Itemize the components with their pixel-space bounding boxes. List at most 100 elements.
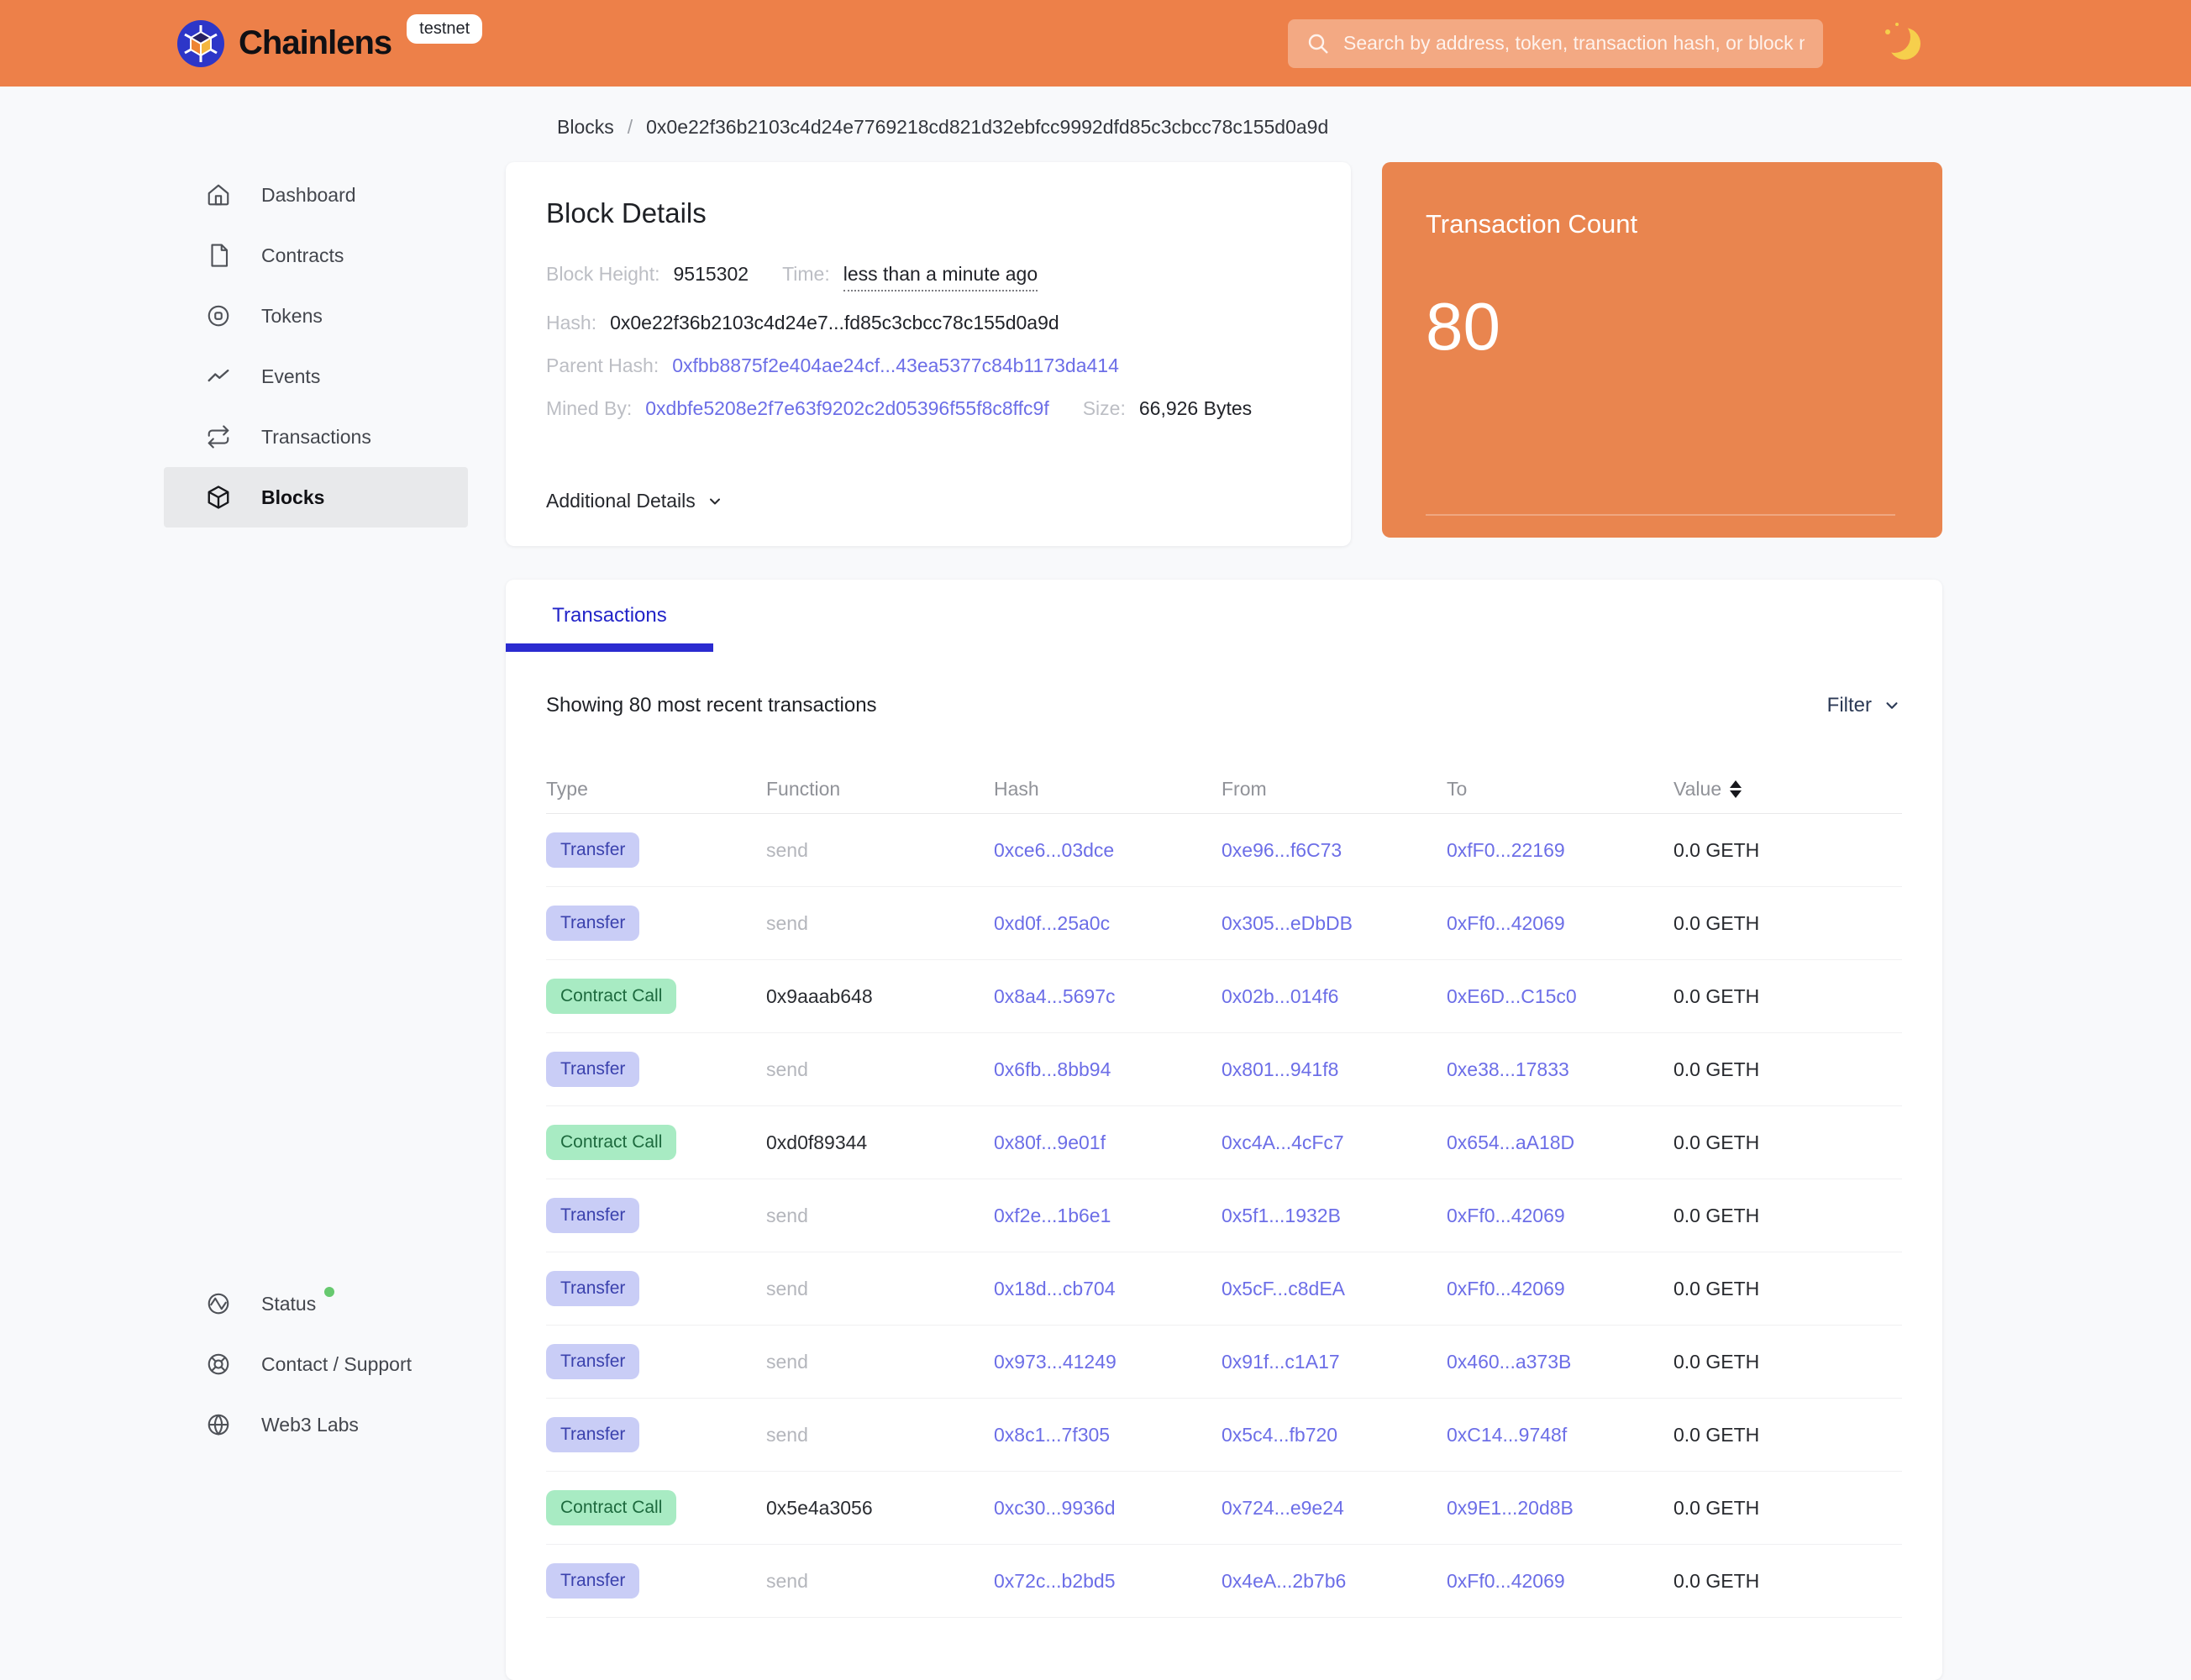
- tx-from-link[interactable]: 0x91f...c1A17: [1222, 1350, 1340, 1373]
- tx-value: 0.0 GETH: [1673, 1204, 1760, 1226]
- transaction-count-card: Transaction Count 80: [1382, 162, 1942, 538]
- tx-hash-link[interactable]: 0x973...41249: [994, 1350, 1117, 1373]
- sort-value-button[interactable]: [1730, 780, 1742, 798]
- tx-to-link[interactable]: 0x460...a373B: [1447, 1350, 1572, 1373]
- activity-icon: [208, 1293, 229, 1315]
- sidebar-item-label: Contracts: [261, 244, 344, 266]
- tx-to-link[interactable]: 0x9E1...20d8B: [1447, 1496, 1574, 1519]
- filter-label: Filter: [1826, 694, 1872, 717]
- tx-from-link[interactable]: 0x5f1...1932B: [1222, 1204, 1341, 1226]
- sidebar-item-status[interactable]: Status: [164, 1273, 468, 1334]
- column-header-type: Type: [546, 778, 588, 800]
- tx-to-link[interactable]: 0xC14...9748f: [1447, 1423, 1568, 1446]
- table-row: Transfer send 0x72c...b2bd5 0x4eA...2b7b…: [546, 1545, 1902, 1618]
- tx-from-link[interactable]: 0xc4A...4cFc7: [1222, 1131, 1344, 1153]
- tab-transactions[interactable]: Transactions: [552, 604, 667, 627]
- tx-value: 0.0 GETH: [1673, 1496, 1760, 1519]
- tx-from-link[interactable]: 0x02b...014f6: [1222, 984, 1339, 1007]
- repeat-icon: [208, 425, 229, 449]
- tx-to-link[interactable]: 0xFf0...42069: [1447, 911, 1565, 934]
- tx-to-link[interactable]: 0xFf0...42069: [1447, 1277, 1565, 1299]
- parent-hash-link[interactable]: 0xfbb8875f2e404ae24cf...43ea5377c84b1173…: [672, 354, 1119, 376]
- sidebar-item-label: Transactions: [261, 425, 371, 448]
- tx-value: 0.0 GETH: [1673, 911, 1760, 934]
- transaction-count-value: 80: [1426, 289, 1500, 364]
- chevron-down-icon: [709, 498, 720, 504]
- tx-type-badge: Transfer: [546, 1344, 640, 1379]
- transactions-summary: Showing 80 most recent transactions: [546, 694, 877, 717]
- column-header-hash: Hash: [994, 778, 1039, 800]
- block-height-label: Block Height:: [546, 263, 660, 285]
- tx-from-link[interactable]: 0x4eA...2b7b6: [1222, 1569, 1347, 1592]
- tx-from-link[interactable]: 0x801...941f8: [1222, 1058, 1339, 1080]
- parent-hash-label: Parent Hash:: [546, 354, 659, 376]
- tx-hash-link[interactable]: 0x6fb...8bb94: [994, 1058, 1111, 1080]
- block-height-value: 9515302: [673, 263, 749, 285]
- tx-hash-link[interactable]: 0xf2e...1b6e1: [994, 1204, 1111, 1226]
- table-row: Transfer send 0xd0f...25a0c 0x305...eDbD…: [546, 887, 1902, 960]
- block-details-title: Block Details: [546, 197, 707, 228]
- sidebar-item-label: Web3 Labs: [261, 1413, 359, 1436]
- mined-by-label: Mined By:: [546, 397, 633, 419]
- block-details-card: Block Details Block Height: 9515302 Time…: [506, 162, 1351, 546]
- sidebar-item-web3-labs[interactable]: Web3 Labs: [164, 1394, 468, 1455]
- tx-to-link[interactable]: 0xE6D...C15c0: [1447, 984, 1577, 1007]
- global-search[interactable]: [1288, 18, 1823, 68]
- size-value: 66,926 Bytes: [1138, 397, 1253, 419]
- sidebar-item-label: Blocks: [261, 486, 325, 508]
- tx-function: send: [766, 1058, 808, 1080]
- table-row: Transfer send 0x8c1...7f305 0x5c4...fb72…: [546, 1399, 1902, 1472]
- sidebar-item-dashboard[interactable]: Dashboard: [164, 165, 468, 225]
- tx-to-link[interactable]: 0xFf0...42069: [1447, 1204, 1565, 1226]
- tx-value: 0.0 GETH: [1673, 1569, 1760, 1592]
- search-input[interactable]: [1343, 32, 1805, 55]
- tx-hash-link[interactable]: 0xce6...03dce: [994, 838, 1115, 861]
- hash-value: 0x0e22f36b2103c4d24e7...fd85c3cbcc78c155…: [610, 312, 1059, 333]
- tx-from-link[interactable]: 0x305...eDbDB: [1222, 911, 1353, 934]
- sidebar-item-contracts[interactable]: Contracts: [164, 225, 468, 286]
- additional-details-toggle[interactable]: Additional Details: [546, 490, 724, 512]
- sidebar-item-events[interactable]: Events: [164, 346, 468, 407]
- tx-hash-link[interactable]: 0x18d...cb704: [994, 1277, 1116, 1299]
- tx-from-link[interactable]: 0x724...e9e24: [1222, 1496, 1344, 1519]
- tx-to-link[interactable]: 0x654...aA18D: [1447, 1131, 1575, 1153]
- tx-type-badge: Transfer: [546, 832, 640, 868]
- brand-logo[interactable]: Chainlens testnet: [176, 13, 483, 68]
- sidebar-item-transactions[interactable]: Transactions: [164, 407, 468, 467]
- breadcrumb-current-hash: 0x0e22f36b2103c4d24e7769218cd821d32ebfcc…: [646, 116, 1329, 138]
- tx-value: 0.0 GETH: [1673, 1277, 1760, 1299]
- mined-by-link[interactable]: 0xdbfe5208e2f7e63f9202c2d05396f55f8c8ffc…: [645, 397, 1049, 419]
- tx-function: send: [766, 1569, 808, 1592]
- tx-hash-link[interactable]: 0xd0f...25a0c: [994, 911, 1111, 934]
- tx-hash-link[interactable]: 0xc30...9936d: [994, 1496, 1116, 1519]
- tx-hash-link[interactable]: 0x80f...9e01f: [994, 1131, 1106, 1153]
- tx-to-link[interactable]: 0xe38...17833: [1447, 1058, 1569, 1080]
- breadcrumb-blocks-link[interactable]: Blocks: [557, 116, 614, 138]
- size-label: Size:: [1082, 397, 1126, 419]
- tx-type-badge: Transfer: [546, 1052, 640, 1087]
- tx-hash-link[interactable]: 0x8a4...5697c: [994, 984, 1116, 1007]
- tx-hash-link[interactable]: 0x8c1...7f305: [994, 1423, 1111, 1446]
- tx-to-link[interactable]: 0xfF0...22169: [1447, 838, 1565, 861]
- tx-from-link[interactable]: 0xe96...f6C73: [1222, 838, 1342, 861]
- tx-type-badge: Transfer: [546, 1417, 640, 1452]
- tx-value: 0.0 GETH: [1673, 984, 1760, 1007]
- tx-hash-link[interactable]: 0x72c...b2bd5: [994, 1569, 1116, 1592]
- tx-type-badge: Contract Call: [546, 1125, 677, 1160]
- table-row: Contract Call 0xd0f89344 0x80f...9e01f 0…: [546, 1106, 1902, 1179]
- tx-value: 0.0 GETH: [1673, 1131, 1760, 1153]
- brand-name: Chainlens: [239, 24, 392, 61]
- time-label: Time:: [782, 263, 830, 285]
- sidebar-item-tokens[interactable]: Tokens: [164, 286, 468, 346]
- chevron-down-icon: [1886, 702, 1898, 709]
- sidebar-item-blocks[interactable]: Blocks: [164, 467, 468, 528]
- tx-to-link[interactable]: 0xFf0...42069: [1447, 1569, 1565, 1592]
- tx-from-link[interactable]: 0x5cF...c8dEA: [1222, 1277, 1346, 1299]
- app-header: Chainlens testnet: [0, 0, 2191, 87]
- tx-from-link[interactable]: 0x5c4...fb720: [1222, 1423, 1338, 1446]
- sidebar-item-label: Tokens: [261, 304, 323, 327]
- sidebar-item-contact-support[interactable]: Contact / Support: [164, 1334, 468, 1394]
- theme-toggle-moon-icon[interactable]: [1885, 22, 1920, 60]
- filter-button[interactable]: Filter: [1827, 694, 1902, 717]
- tx-function: 0xd0f89344: [766, 1131, 868, 1153]
